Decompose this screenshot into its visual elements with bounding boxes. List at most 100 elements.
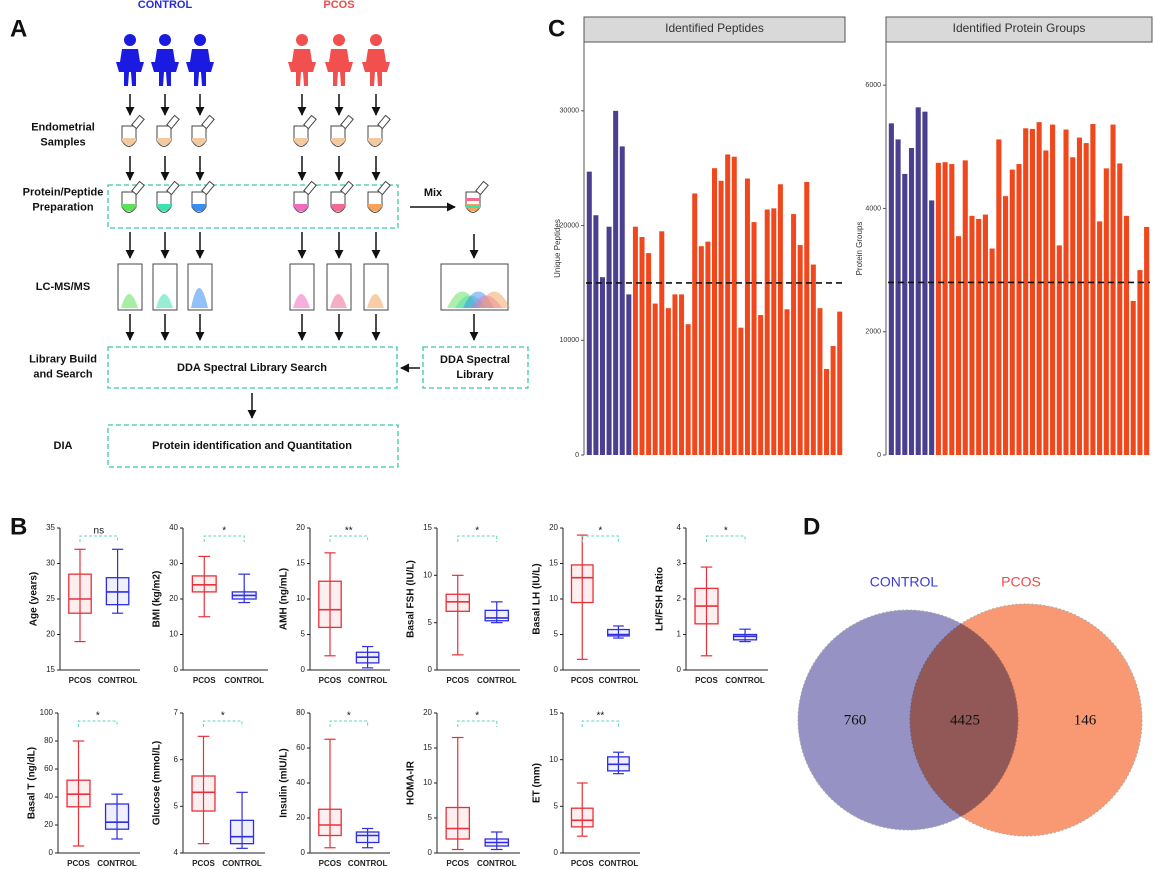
box [570,807,594,828]
y-tick-label: 80 [44,736,53,745]
ms-peak [293,294,310,308]
y-tick-label: 4 [174,848,179,857]
mix-band [466,205,480,208]
box [484,609,510,622]
y-tick-label: 5 [428,618,433,627]
x-tick-label: CONTROL [97,859,137,868]
row-label: Protein/Peptide [23,186,104,198]
mix-band [466,198,480,201]
y-tick-label: 20 [296,523,305,532]
y-tick-label: 100 [40,708,54,717]
bar [725,154,731,455]
y-tick-label: 15 [549,559,558,568]
bar [1110,124,1116,455]
tube-cap [131,180,145,196]
bar [817,308,823,455]
bar [1043,150,1049,455]
box [318,580,342,629]
y-axis-label: LH/FSH Ratio [655,567,666,631]
bar [672,294,678,455]
bar [929,200,935,455]
y-tick-label: 0 [877,452,881,459]
bar [744,178,750,455]
chart-title: Identified Peptides [665,21,764,35]
y-tick-label: 15 [296,559,305,568]
bar [771,208,777,455]
y-tick-label: 25 [46,594,55,603]
bar [711,168,718,455]
bar [969,215,975,455]
tube-liquid [368,204,382,212]
venn-count: 146 [1074,712,1097,728]
bar [758,315,764,455]
ms-peak [156,294,173,308]
y-tick-label: 4 [677,523,682,532]
significance: * [475,711,479,722]
bar [895,139,901,455]
ms-peak [479,291,510,308]
y-tick-label: 0 [301,848,306,857]
person-icon [362,49,390,86]
bar [1070,157,1076,455]
significance-bracket [79,535,119,542]
x-tick-label: CONTROL [348,859,388,868]
box [229,819,255,845]
tube-liquid [331,138,345,146]
y-tick-label: 30 [169,559,178,568]
box-text: Library [456,369,494,381]
y-tick-label: 1 [677,630,682,639]
significance: * [598,526,602,537]
bar [1144,226,1150,455]
y-tick-label: 0 [301,665,306,674]
bar [764,209,770,455]
significance-bracket [329,535,369,542]
dashed-box [422,346,529,389]
y-tick-label: 3 [677,559,682,568]
significance-bracket [706,535,746,542]
bar [692,193,698,455]
y-tick-label: 40 [296,778,305,787]
tube-cap [303,114,317,130]
box [104,803,130,830]
y-axis-label: Basal LH (IU/L) [532,563,543,634]
mix-label: Mix [424,187,443,199]
row-label: DIA [54,440,73,452]
bar [1029,128,1035,456]
x-tick-label: CONTROL [348,676,388,685]
bar [632,226,638,455]
tube-liquid [192,138,206,146]
significance-bracket [203,720,243,727]
tube-liquid [368,138,382,146]
y-tick-label: 40 [169,523,178,532]
box [318,808,342,837]
person-icon [151,49,179,86]
bar [1009,169,1015,455]
x-tick-label: CONTROL [224,676,264,685]
bar [908,148,915,456]
bar [705,241,711,455]
bar [679,294,685,455]
bar [942,162,948,456]
bar [626,294,632,455]
box [191,575,217,593]
significance-bracket [203,535,245,542]
dashed-box [107,424,399,468]
row-label: and Search [33,368,93,380]
panel-label: B [10,513,27,540]
x-tick-label: PCOS [69,676,92,685]
row-label: Endometrial [31,121,95,133]
x-tick-label: PCOS [571,676,594,685]
ms-peak [367,294,384,308]
y-tick-label: 0 [554,848,559,857]
group-title: CONTROL [138,0,193,11]
x-tick-label: PCOS [571,859,594,868]
bar [804,181,810,455]
bar [777,184,783,455]
tube-liquid [122,204,136,212]
y-tick-label: 20000 [560,222,580,229]
y-axis-label: Age (years) [29,572,40,626]
bar [665,308,671,455]
x-tick-label: CONTROL [98,676,138,685]
panel-label: D [803,513,820,540]
